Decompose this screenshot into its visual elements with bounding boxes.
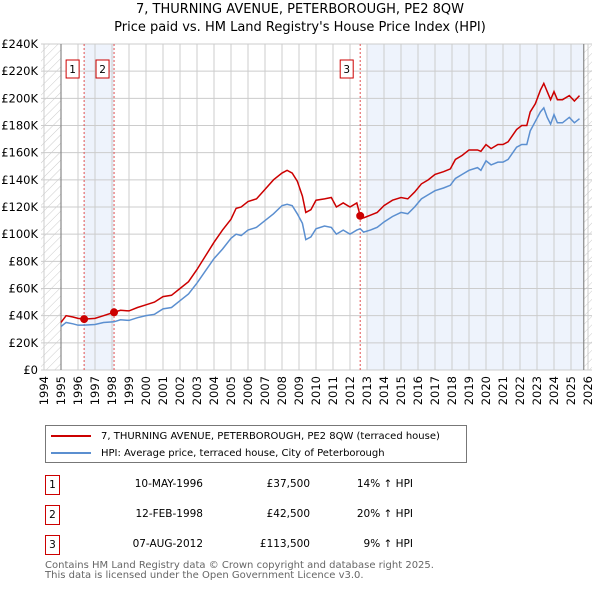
x-tick-label: 2020 — [479, 376, 493, 405]
sale-box — [95, 59, 110, 79]
x-tick-label: 2025 — [564, 376, 578, 405]
sale-row: 1 10-MAY-1996 £37,500 14% ↑ HPI — [45, 475, 465, 495]
legend-label-property: 7, THURNING AVENUE, PETERBOROUGH, PE2 8Q… — [101, 430, 440, 442]
sale-hpi: 20% ↑ HPI — [356, 508, 413, 520]
sale-hpi: 9% ↑ HPI — [363, 538, 413, 550]
x-tick-label: 1996 — [71, 376, 85, 405]
legend-swatch-property — [51, 435, 91, 437]
x-tick-label: 1994 — [37, 376, 51, 405]
sale-marker-label: 3 — [45, 535, 60, 555]
y-tick-label: £160K — [1, 146, 38, 160]
x-tick-label: 2012 — [343, 376, 357, 405]
x-tick-label: 1998 — [105, 376, 119, 405]
x-tick-label: 2006 — [241, 376, 255, 405]
x-tick-label: 2011 — [326, 376, 340, 405]
y-tick-label: £180K — [1, 119, 38, 133]
y-tick-label: £200K — [1, 91, 38, 105]
sale-price: £113,500 — [259, 538, 310, 550]
y-tick-label: £120K — [1, 200, 38, 214]
footer: Contains HM Land Registry data © Crown c… — [45, 561, 434, 581]
x-tick-label: 2014 — [377, 376, 391, 405]
sale-point — [356, 211, 365, 220]
x-tick-label: 2017 — [428, 376, 442, 405]
x-tick-label: 2009 — [292, 376, 306, 405]
x-tick-label: 2007 — [258, 376, 272, 405]
x-tick-label: 2023 — [530, 376, 544, 405]
y-tick-label: £100K — [1, 227, 38, 241]
x-tick-label: 2019 — [462, 376, 476, 405]
sale-point — [80, 315, 89, 324]
sale-price: £42,500 — [266, 508, 310, 520]
y-tick-label: £220K — [1, 64, 38, 78]
x-tick-label: 2002 — [173, 376, 187, 405]
sale-point — [110, 308, 119, 317]
x-tick-label: 2000 — [139, 376, 153, 405]
legend-swatch-hpi — [51, 452, 91, 454]
x-tick-label: 2018 — [445, 376, 459, 405]
sale-box-label: 2 — [99, 64, 106, 76]
x-tick-label: 2005 — [224, 376, 238, 405]
x-tick-label: 2001 — [156, 376, 170, 405]
y-tick-label: £60K — [9, 282, 39, 296]
x-tick-label: 2010 — [309, 376, 323, 405]
x-tick-label: 2016 — [411, 376, 425, 405]
sale-date: 12-FEB-1998 — [135, 508, 203, 520]
sale-marker-label: 2 — [45, 505, 60, 525]
x-tick-label: 2004 — [207, 376, 221, 405]
y-tick-label: £240K — [1, 37, 38, 51]
property-price-line — [60, 81, 581, 323]
sale-box-label: 3 — [343, 64, 350, 76]
x-tick-label: 2022 — [513, 376, 527, 405]
sale-box — [339, 59, 354, 79]
x-tick-label: 2024 — [547, 376, 561, 405]
sale-price: £37,500 — [266, 478, 310, 490]
sale-date: 07-AUG-2012 — [132, 538, 203, 550]
y-tick-label: £0 — [23, 363, 38, 377]
x-tick-label: 1999 — [122, 376, 136, 405]
x-tick-label: 2021 — [496, 376, 510, 405]
x-tick-label: 2015 — [394, 376, 408, 405]
footer-copyright: Contains HM Land Registry data © Crown c… — [45, 560, 434, 571]
sale-box — [65, 59, 80, 79]
sale-marker-label: 1 — [45, 475, 60, 495]
footer-licence: This data is licensed under the Open Gov… — [45, 570, 364, 581]
chart-title: 7, THURNING AVENUE, PETERBOROUGH, PE2 8Q… — [135, 2, 465, 17]
x-tick-label: 2013 — [360, 376, 374, 405]
sale-date: 10-MAY-1996 — [134, 478, 203, 490]
legend-label-hpi: HPI: Average price, terraced house, City… — [101, 447, 385, 459]
y-tick-label: £80K — [9, 254, 39, 268]
legend: 7, THURNING AVENUE, PETERBOROUGH, PE2 8Q… — [45, 425, 467, 463]
chart-subtitle: Price paid vs. HM Land Registry's House … — [114, 20, 486, 35]
x-tick-label: 1995 — [54, 376, 68, 405]
x-tick-label: 1997 — [88, 376, 102, 405]
x-tick-label: 2008 — [275, 376, 289, 405]
y-tick-label: £40K — [9, 309, 39, 323]
y-tick-label: £140K — [1, 173, 38, 187]
sale-hpi: 14% ↑ HPI — [356, 478, 413, 490]
plot-area: £0 £20K £40K £60K £80K £100K £120K £140K £160K £1… — [1, 37, 595, 405]
x-tick-label: 2026 — [581, 376, 595, 405]
sale-row: 3 07-AUG-2012 £113,500 9% ↑ HPI — [45, 535, 465, 555]
hpi-line — [60, 106, 580, 328]
x-tick-label: 2003 — [190, 376, 204, 405]
sale-row: 2 12-FEB-1998 £42,500 20% ↑ HPI — [45, 505, 465, 525]
sale-box-label: 1 — [69, 64, 76, 76]
y-tick-label: £20K — [9, 336, 39, 350]
